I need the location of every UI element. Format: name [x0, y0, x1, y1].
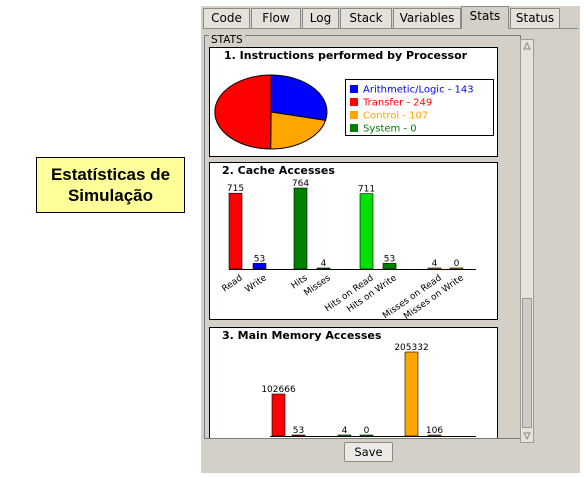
instructions-pie-svg: Arithmetic/Logic - 143 Transfer - 249 Cont… — [214, 74, 494, 150]
save-button[interactable]: Save — [344, 442, 393, 462]
bar-read-2 — [337, 434, 352, 437]
memory-chart-title: 3. Main Memory Accesses — [222, 329, 382, 342]
instructions-chart: 1. Instructions performed by Processor A… — [209, 47, 498, 157]
category-label-write-1: Write — [244, 273, 270, 295]
stats-panel: STATS 1. Instructions performed by Proce… — [203, 28, 578, 443]
stats-scroll-area[interactable]: 1. Instructions performed by Processor A… — [205, 42, 520, 438]
value-label-read-0: 715 — [227, 184, 244, 194]
value-label-misses-3: 4 — [321, 259, 327, 269]
category-label-read-0: Read — [220, 273, 244, 294]
tab-status[interactable]: Status — [510, 8, 560, 28]
bar-misses-on-write-7 — [449, 267, 464, 270]
tab-stack[interactable]: Stack — [340, 8, 392, 28]
bar-write-5 — [427, 434, 442, 437]
category-label-misses-3: Misses — [303, 273, 333, 299]
tab-log[interactable]: Log — [302, 8, 339, 28]
value-label-misses-on-read-6: 4 — [432, 259, 438, 269]
value-label-write-1: 53 — [254, 254, 265, 264]
pie-slice-control — [270, 111, 327, 150]
instructions-chart-title: 1. Instructions performed by Processor — [224, 49, 468, 62]
vertical-scrollbar[interactable] — [520, 39, 534, 443]
cache-chart-title: 2. Cache Accesses — [222, 164, 335, 177]
legend-swatch-control — [350, 111, 358, 119]
pie-slice-arithmetic-logic — [270, 74, 328, 121]
callout-line-2: Simulação — [67, 186, 154, 205]
bar-hits-2 — [293, 187, 308, 270]
value-label-hits-2: 764 — [292, 179, 309, 189]
pie-slice-transfer — [214, 74, 272, 150]
tab-stats[interactable]: Stats — [461, 6, 509, 29]
stats-group-label: STATS — [209, 34, 245, 46]
scroll-up-icon[interactable] — [523, 42, 531, 50]
legend-swatch-transfer — [350, 98, 358, 106]
stats-group: STATS 1. Instructions performed by Proce… — [204, 35, 521, 439]
tab-code[interactable]: Code — [203, 8, 250, 28]
legend-label-control: Control - 107 — [363, 111, 428, 122]
tab-variables[interactable]: Variables — [393, 8, 461, 28]
bar-read-0 — [271, 393, 286, 437]
value-label-read-2: 4 — [342, 426, 348, 436]
bar-read-4 — [404, 351, 419, 437]
simulator-window: Code Flow Log Stack Variables Stats Stat… — [201, 6, 580, 473]
tab-bar: Code Flow Log Stack Variables Stats Stat… — [201, 6, 580, 29]
value-label-read-0: 102666 — [261, 385, 296, 395]
bar-misses-3 — [316, 267, 331, 270]
simulation-stats-callout: Estatísticas de Simulação — [36, 157, 185, 213]
bar-misses-on-read-6 — [427, 267, 442, 270]
tab-flow[interactable]: Flow — [251, 8, 301, 28]
value-label-write-3: 0 — [364, 426, 370, 436]
legend-swatch-system — [350, 124, 358, 132]
main-memory-chart: 3. Main Memory Accesses 102666Read53Writ… — [209, 327, 498, 438]
pie-legend-box — [345, 79, 494, 136]
legend-swatch-arithmetic-logic — [350, 85, 358, 93]
value-label-misses-on-write-7: 0 — [454, 259, 460, 269]
cache-accesses-chart: 2. Cache Accesses 715 Read 53 Write 764 Hits 4… — [209, 162, 498, 322]
value-label-hits-on-write-5: 53 — [384, 254, 395, 264]
bar-write-3 — [359, 434, 374, 437]
value-label-write-1: 53 — [293, 426, 304, 436]
scrollbar-thumb[interactable] — [522, 298, 532, 428]
value-label-write-5: 106 — [426, 426, 443, 436]
legend-label-system: System - 0 — [363, 124, 417, 135]
memory-bars-svg: 102666Read53Write4Read0Write205332Read10… — [261, 343, 476, 437]
bar-write-1 — [291, 434, 306, 437]
value-label-read-4: 205332 — [394, 343, 428, 353]
value-label-hits-on-read-4: 711 — [358, 185, 375, 195]
bar-hits-on-read-4 — [359, 193, 374, 270]
bar-hits-on-write-5 — [382, 263, 397, 270]
legend-label-transfer: Transfer - 249 — [362, 98, 432, 109]
callout-line-1: Estatísticas de — [50, 165, 171, 184]
legend-label-arithmetic-logic: Arithmetic/Logic - 143 — [363, 85, 474, 96]
scroll-down-icon[interactable] — [523, 432, 531, 440]
bar-read-0 — [228, 192, 243, 270]
bar-write-1 — [252, 263, 267, 270]
